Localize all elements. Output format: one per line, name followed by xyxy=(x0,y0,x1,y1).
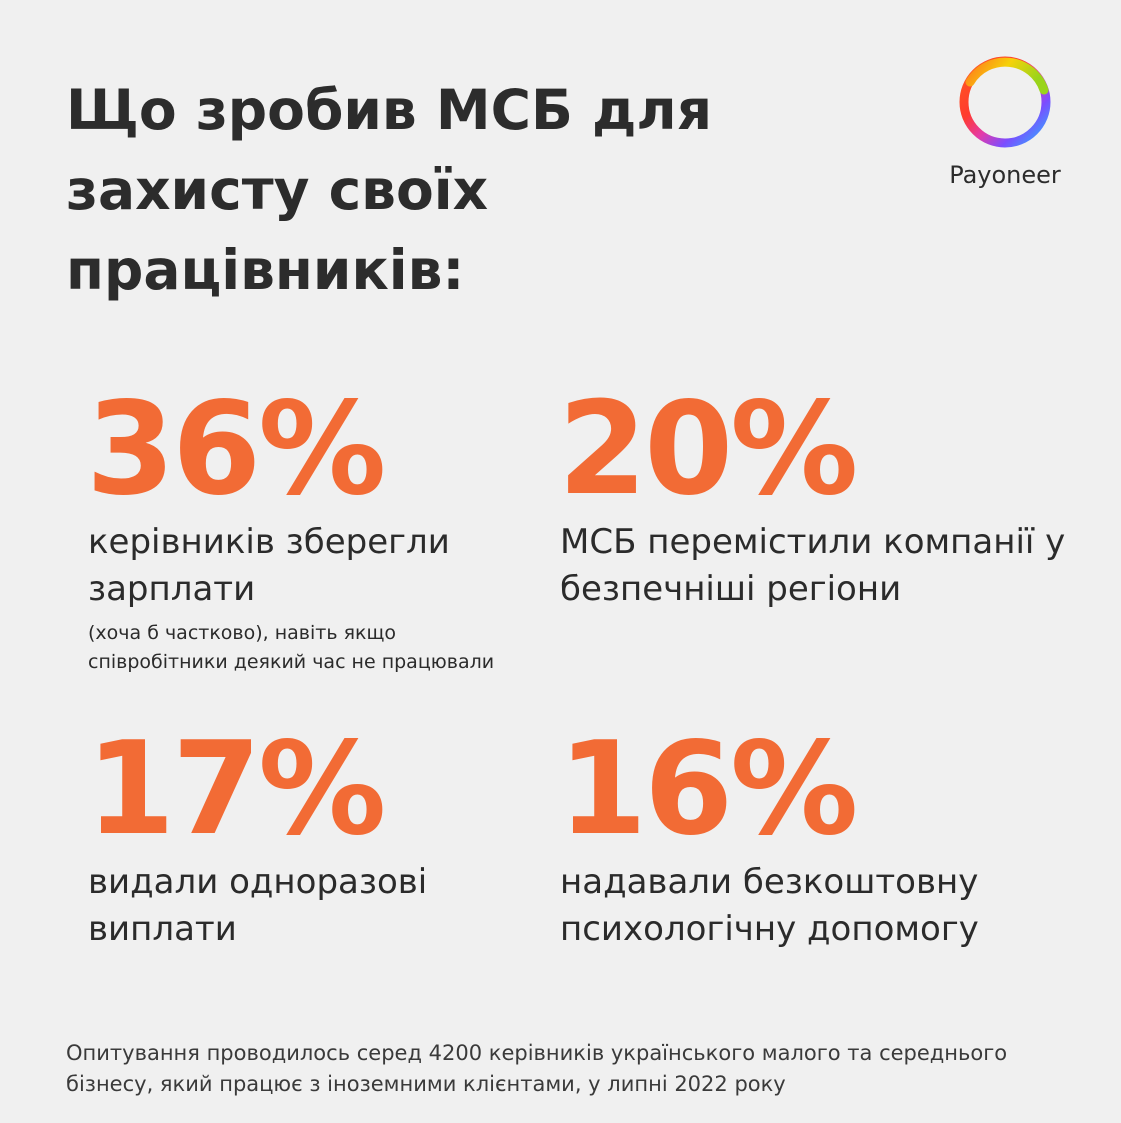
stat-one-time-payments: 17% видали одноразові виплати xyxy=(86,715,548,953)
stat-description-line: психологічну допомогу xyxy=(560,909,979,949)
footnote-line: бізнесу, який працює з іноземними клієнт… xyxy=(66,1072,786,1096)
title-line-2: захисту своїх xyxy=(66,158,489,222)
stat-description-line: безпечніші регіони xyxy=(560,569,902,609)
stat-relocation: 20% МСБ перемістили компанії у безпечніш… xyxy=(558,375,1080,613)
stat-description-line: виплати xyxy=(88,909,237,949)
logo-text: Payoneer xyxy=(949,161,1061,189)
title-line-1: Що зробив МСБ для xyxy=(66,78,713,142)
survey-footnote: Опитування проводилось серед 4200 керівн… xyxy=(66,1038,1076,1100)
stat-salaries: 36% керівників зберегли зарплати (хоча б… xyxy=(86,375,548,677)
payoneer-ring-icon xyxy=(959,56,1051,148)
stat-note-line: співробітники деякий час не працювали xyxy=(88,651,495,673)
stat-note-line: (хоча б частково), навіть якщо xyxy=(88,622,397,644)
title-line-3: працівників: xyxy=(66,238,465,302)
payoneer-logo: Payoneer xyxy=(940,55,1070,195)
stat-value: 16% xyxy=(558,715,858,864)
stat-psychological-help: 16% надавали безкоштовну психологічну до… xyxy=(558,715,1080,953)
stat-description-line: керівників зберегли xyxy=(88,522,450,562)
stat-note: (хоча б частково), навіть якщо співробіт… xyxy=(88,619,548,677)
stat-value: 20% xyxy=(558,375,858,524)
stat-value: 36% xyxy=(86,375,386,524)
stat-description: надавали безкоштовну психологічну допомо… xyxy=(560,859,1080,953)
stat-description: МСБ перемістили компанії у безпечніші ре… xyxy=(560,519,1080,613)
stat-description-line: видали одноразові xyxy=(88,862,428,902)
footnote-line: Опитування проводилось серед 4200 керівн… xyxy=(66,1041,1008,1065)
stat-description: керівників зберегли зарплати xyxy=(88,519,548,613)
stat-value: 17% xyxy=(86,715,386,864)
stat-description-line: зарплати xyxy=(88,569,256,609)
stat-description-line: МСБ перемістили компанії у xyxy=(560,522,1066,562)
stat-description: видали одноразові виплати xyxy=(88,859,548,953)
stat-description-line: надавали безкоштовну xyxy=(560,862,979,902)
page-title: Що зробив МСБ для захисту своїх працівни… xyxy=(66,70,766,310)
